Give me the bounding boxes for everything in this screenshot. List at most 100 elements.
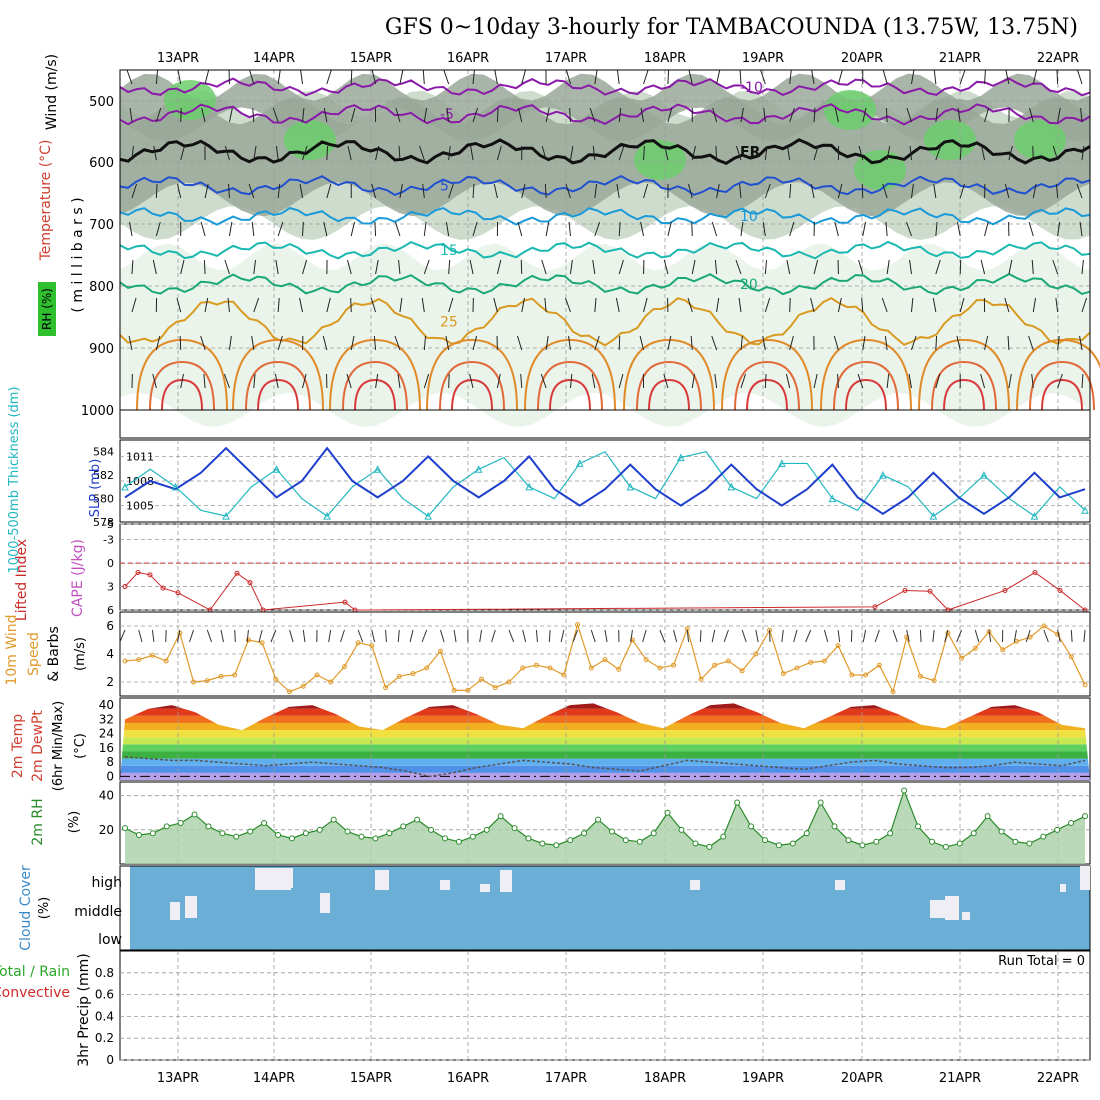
wind-barb bbox=[200, 335, 206, 351]
temp-color-band bbox=[120, 758, 1090, 766]
wind-barb bbox=[813, 259, 819, 275]
wind-barb bbox=[394, 221, 401, 237]
wind10-barb bbox=[119, 629, 126, 643]
wind-barb bbox=[837, 183, 843, 199]
wind-barb bbox=[909, 259, 912, 275]
wind-barb bbox=[959, 259, 962, 275]
wind10-barb bbox=[560, 629, 565, 643]
wind-barb bbox=[858, 259, 864, 275]
cloud-unit-label: (%) bbox=[37, 897, 52, 920]
wind-barb bbox=[935, 335, 938, 351]
wind-barb bbox=[1081, 297, 1088, 313]
wind-barb bbox=[1079, 221, 1083, 237]
wind-barb bbox=[712, 107, 718, 123]
rh2m-line bbox=[124, 788, 1086, 848]
rh2m-marker bbox=[928, 838, 935, 845]
top-date-label: 13APR bbox=[157, 51, 199, 66]
rh2m-marker bbox=[455, 838, 462, 845]
rh2m-axis-label: 2m RH bbox=[30, 798, 46, 845]
wind-barb bbox=[594, 221, 601, 237]
wind-barb bbox=[496, 107, 499, 123]
wind-barb bbox=[691, 259, 696, 275]
wind-barb bbox=[177, 69, 182, 85]
top-date-label: 22APR bbox=[1037, 51, 1079, 66]
wind-barb bbox=[224, 145, 230, 161]
wind-barb bbox=[152, 373, 157, 389]
rh2m-marker bbox=[261, 820, 268, 826]
wind-barb bbox=[716, 183, 720, 199]
wind-barb bbox=[1008, 145, 1013, 161]
contour-label: 5 bbox=[440, 179, 449, 195]
wind-barb bbox=[564, 297, 571, 313]
wind-barb bbox=[347, 259, 352, 275]
rh2m-marker bbox=[845, 837, 852, 844]
wind10-barb bbox=[793, 629, 798, 643]
rh2m-marker bbox=[539, 840, 546, 847]
surface-temp-arch bbox=[734, 360, 800, 411]
cloud-block bbox=[185, 896, 197, 918]
wind10-barb bbox=[1013, 629, 1017, 643]
surface-temp-arch bbox=[257, 378, 299, 411]
wind-barb bbox=[371, 69, 377, 85]
wind10-barb bbox=[328, 629, 332, 643]
wind-barb bbox=[224, 259, 230, 275]
wind-barb bbox=[227, 297, 230, 313]
bottom-date-label: 21APR bbox=[939, 1071, 981, 1086]
wind-barb bbox=[789, 221, 795, 237]
surface-temp-arch bbox=[1041, 378, 1083, 411]
pressure-tick-label: 700 bbox=[89, 218, 114, 233]
wind-barb bbox=[323, 221, 328, 237]
wind10-barb bbox=[1070, 629, 1073, 643]
surface-temp-arch bbox=[636, 360, 702, 411]
wind-barb bbox=[541, 259, 547, 275]
wind-barb bbox=[517, 221, 523, 237]
wind-barb bbox=[935, 221, 938, 237]
surface-temp-arch bbox=[931, 360, 997, 411]
wind10-barb bbox=[270, 629, 277, 643]
wind-barb bbox=[933, 69, 937, 85]
thickness-marker bbox=[373, 465, 382, 473]
wind-barb bbox=[399, 297, 403, 313]
wind10-marker bbox=[314, 672, 320, 678]
wind-barb bbox=[667, 107, 673, 123]
wind-barb bbox=[643, 145, 645, 161]
wind10-marker bbox=[232, 672, 238, 678]
wind10-barb bbox=[385, 629, 387, 643]
wind-barb bbox=[521, 69, 526, 85]
temp-color-band bbox=[120, 703, 1090, 709]
temp2m-axis-label: 2m Temp bbox=[10, 714, 26, 778]
wind10-barb bbox=[755, 629, 759, 643]
li-marker bbox=[247, 580, 253, 586]
wind10-marker bbox=[561, 672, 567, 678]
rh2m-marker bbox=[483, 826, 490, 833]
precip-tick-label: 0.8 bbox=[95, 966, 114, 980]
rh2m-marker bbox=[998, 828, 1005, 835]
wind-barb bbox=[764, 259, 768, 275]
wind-barb bbox=[935, 107, 939, 123]
wind10-barb bbox=[590, 629, 596, 643]
wind10-marker bbox=[506, 679, 512, 685]
wind-barb bbox=[493, 183, 498, 199]
rh2m-marker bbox=[316, 826, 323, 833]
rh2m-area bbox=[125, 790, 1085, 864]
rh2m-marker bbox=[581, 830, 588, 837]
bottom-date-label: 13APR bbox=[157, 1071, 199, 1086]
wind-barb bbox=[569, 259, 573, 275]
wind10-marker bbox=[575, 622, 581, 628]
rh2m-marker bbox=[400, 823, 407, 830]
surface-temp-arch bbox=[943, 378, 985, 411]
temp-color-band bbox=[120, 722, 1090, 731]
wind-barb bbox=[277, 183, 281, 199]
wind-barb bbox=[326, 145, 329, 161]
temp-color-band bbox=[120, 715, 1090, 723]
wind-barb bbox=[984, 335, 989, 351]
wind-barb bbox=[813, 107, 816, 123]
wind-barb bbox=[496, 259, 502, 275]
wind10-marker bbox=[437, 648, 443, 654]
cloud-level-label: middle bbox=[74, 904, 122, 920]
rh2m-marker bbox=[1082, 813, 1088, 820]
temp2m-tick-label: 8 bbox=[106, 755, 114, 769]
li-marker bbox=[1032, 569, 1038, 575]
wind-barb bbox=[739, 69, 742, 85]
surface-temp-arch bbox=[451, 378, 493, 411]
